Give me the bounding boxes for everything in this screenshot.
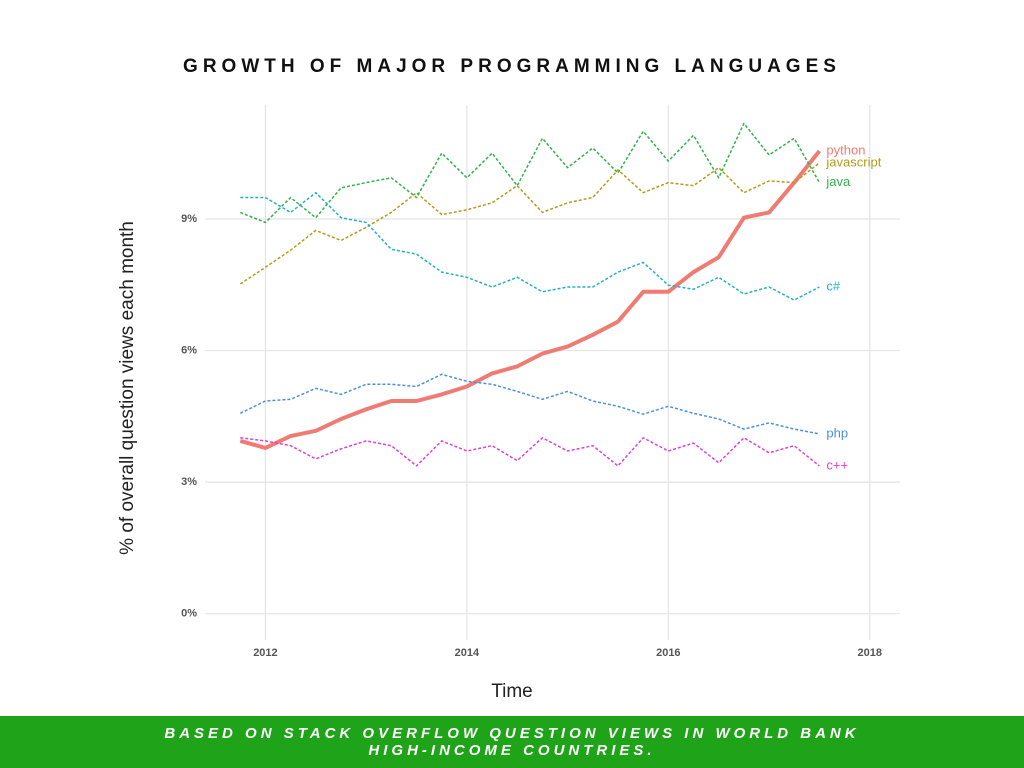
series-line (239, 162, 820, 285)
series-line (239, 373, 820, 435)
x-tick-label: 2012 (253, 647, 277, 659)
series-line (240, 122, 821, 224)
grid: 0% 3% 6% 9% 2012 2014 2016 2018 (181, 105, 900, 659)
x-axis-label: Time (491, 681, 533, 702)
series-label: c++ (826, 457, 848, 472)
series-label: c# (826, 278, 841, 293)
series-line (240, 191, 820, 301)
x-tick-label: 2014 (455, 647, 480, 659)
series-label: php (826, 425, 848, 440)
series-label: python (826, 142, 865, 157)
footer-bar: BASED ON STACK OVERFLOW QUESTION VIEWS I… (0, 716, 1024, 768)
x-tick-label: 2016 (656, 647, 680, 659)
y-tick-label: 3% (181, 476, 197, 488)
x-tick-label: 2018 (858, 647, 882, 659)
y-tick-label: 6% (181, 344, 197, 356)
series-line (240, 437, 820, 467)
series-label: javascript (825, 154, 881, 169)
chart: GROWTH OF MAJOR PROGRAMMING LANGUAGES Ti… (117, 56, 900, 702)
series-label: java (825, 174, 851, 189)
y-tick-label: 9% (181, 213, 197, 225)
chart-title: GROWTH OF MAJOR PROGRAMMING LANGUAGES (183, 56, 841, 77)
y-axis-label: % of overall question views each month (117, 221, 138, 555)
footnote: BASED ON STACK OVERFLOW QUESTION VIEWS I… (164, 725, 860, 759)
y-tick-label: 0% (181, 608, 197, 620)
series-line (239, 149, 821, 450)
